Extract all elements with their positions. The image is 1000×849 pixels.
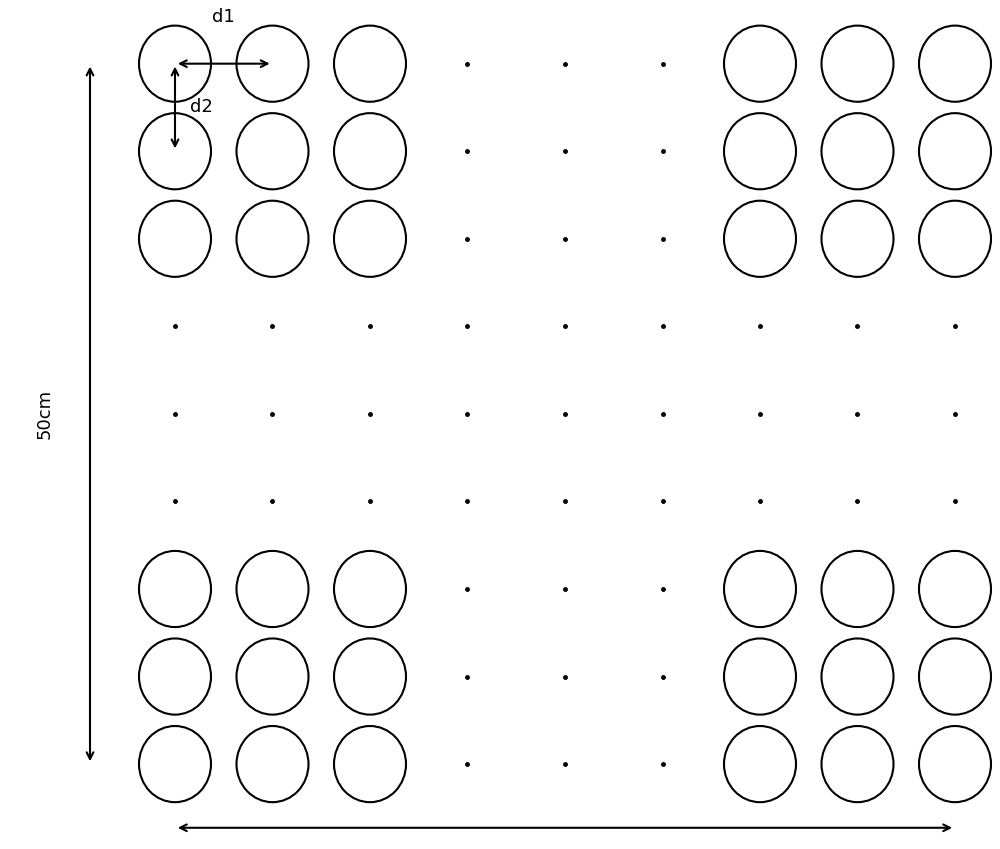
Text: d1: d1 [212,8,235,26]
Text: 50cm: 50cm [36,389,54,439]
Text: d2: d2 [190,98,213,116]
